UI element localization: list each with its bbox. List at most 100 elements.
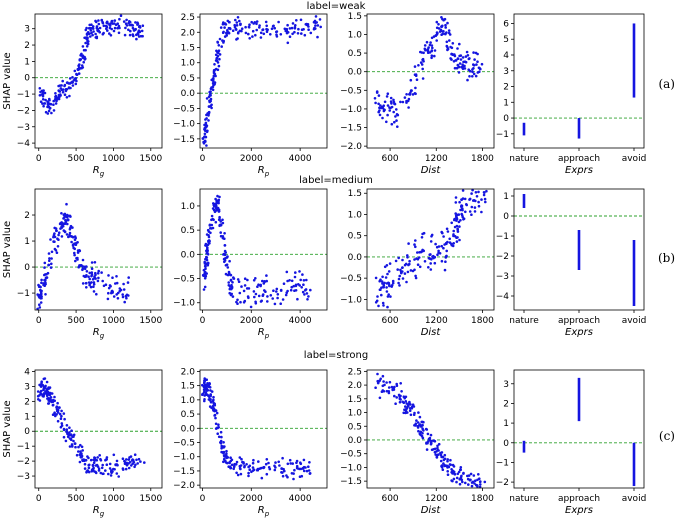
data-point [92,30,95,33]
data-point [82,274,86,278]
data-point [203,399,206,403]
data-point [40,292,43,296]
data-point [102,31,105,35]
data-point [449,458,452,462]
data-point [259,36,263,39]
data-point [448,33,452,36]
data-point [401,100,405,104]
data-point [230,283,233,287]
y-tick-label: −2 [496,252,509,262]
data-point [385,286,388,289]
x-tick-label: 1000 [102,494,125,504]
data-point [456,230,460,233]
data-point [269,33,272,36]
data-point [415,78,419,81]
y-axis-label: SHAP value [2,221,13,278]
data-point [435,456,439,459]
data-point [42,395,45,398]
data-point [235,300,238,304]
data-point [398,397,402,401]
data-point [141,24,145,28]
data-point [203,377,206,380]
data-point [97,276,100,280]
data-point [41,102,44,105]
x-axis-label-main: Exprs [565,505,593,516]
data-point [119,14,123,17]
data-point [83,55,86,59]
data-point [209,400,213,404]
data-point [442,235,445,238]
data-point [425,448,429,451]
data-point [451,244,455,248]
data-point [383,100,387,104]
data-point [98,26,102,30]
data-point [41,98,45,101]
data-point [449,57,452,60]
x-axis-label: Dist [421,505,442,516]
data-point [468,75,471,78]
data-point [240,29,243,33]
y-tick-label: 3 [24,382,30,392]
data-point [75,73,78,76]
data-point [130,23,134,27]
data-point [446,473,450,477]
data-point [439,28,443,32]
data-point [409,413,413,417]
data-point [426,432,430,436]
data-point [54,97,57,101]
y-axis-label: SHAP value [2,400,13,457]
data-point [220,435,223,439]
data-point [276,296,279,300]
data-point [206,394,210,397]
data-point [443,243,446,246]
data-point [38,306,42,309]
data-point [66,213,69,217]
data-point [208,382,211,385]
data-point [476,60,479,63]
data-point [391,388,395,392]
data-point [433,49,437,52]
data-point [435,20,439,24]
data-point [401,266,404,269]
data-point [202,142,206,145]
y-tick-label: 0.0 [181,89,196,99]
data-point [231,29,235,32]
data-point [134,27,137,31]
y-tick-label: 1 [24,412,30,422]
data-point [427,266,430,269]
data-point [466,474,469,478]
y-tick-label: −1.5 [340,477,362,487]
data-point [51,413,55,417]
data-point [228,20,231,24]
data-point [286,41,290,45]
data-point [68,445,72,448]
data-point [78,63,81,66]
data-point [226,273,229,277]
data-point [108,462,112,466]
data-point [83,58,87,61]
data-point [388,283,391,287]
data-point [456,213,459,217]
data-point [132,460,136,464]
data-point [395,119,398,122]
x-tick-label: 1500 [139,494,162,504]
data-point [304,288,307,292]
data-point [47,399,50,402]
data-point [388,109,392,112]
data-point [60,409,63,413]
data-point [383,265,387,269]
data-point [206,129,209,133]
data-point [275,30,278,34]
data-point [73,253,76,257]
data-point [416,263,420,267]
data-point [96,465,100,468]
data-point [461,56,465,59]
data-point [60,212,63,215]
strip-avoid [632,442,636,487]
x-tick-label: 1500 [139,316,162,326]
y-tick-label: −1 [496,232,509,242]
data-point [253,21,257,24]
y-tick-label: 3 [503,67,509,77]
data-point [66,222,69,226]
data-point [54,414,57,418]
